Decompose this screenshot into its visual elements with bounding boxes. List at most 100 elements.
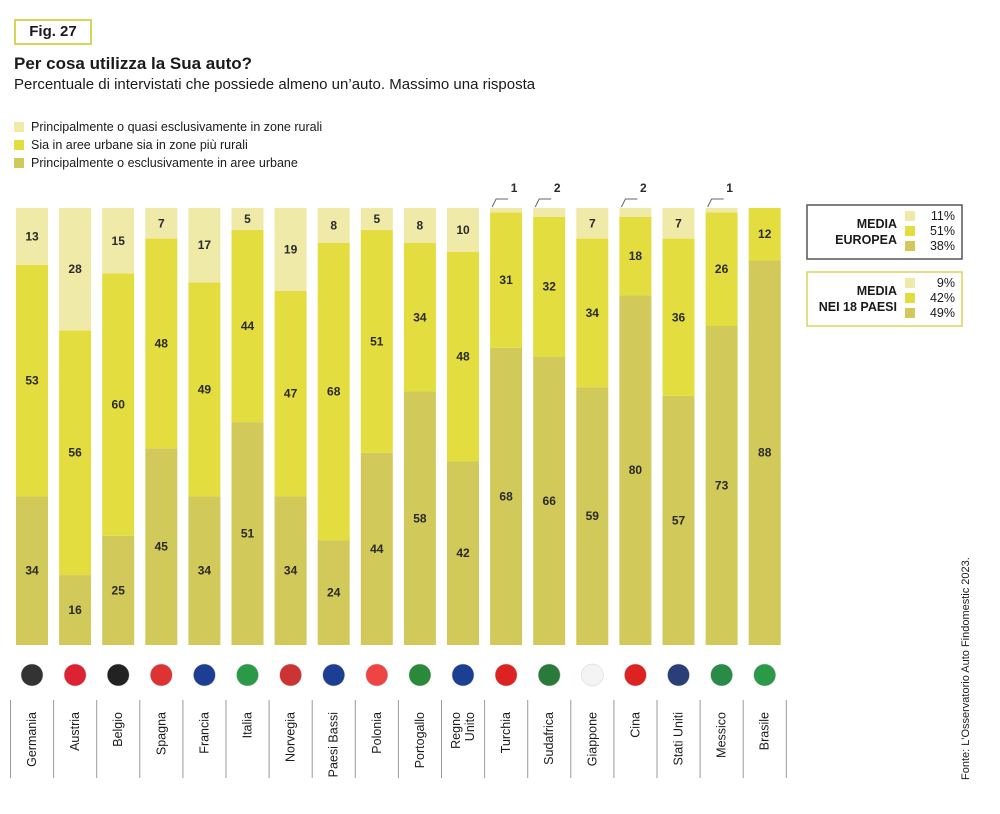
average-swatch-mixed (905, 226, 915, 236)
average-value-mixed: 51% (930, 224, 955, 238)
chart-title: Per cosa utilizza la Sua auto? (14, 54, 253, 73)
data-label-mixed: 53 (25, 374, 39, 388)
bar-rural (403, 208, 436, 243)
data-label-urban: 51 (241, 527, 255, 541)
data-label-urban: 59 (586, 509, 600, 523)
data-label-rural: 8 (417, 218, 424, 232)
data-label-urban: 34 (25, 564, 39, 578)
legend-swatch-rural (14, 122, 24, 132)
callout-line (707, 198, 724, 208)
flag-germany-icon (20, 663, 44, 687)
bar-rural (317, 208, 350, 243)
category-label: Norvegia (284, 712, 298, 762)
data-label-rural: 7 (589, 216, 596, 230)
flag-mexico-icon (710, 663, 733, 687)
bar-urban (102, 535, 135, 645)
flag-poland-icon (365, 663, 389, 687)
bar-urban (145, 448, 178, 645)
bar-mixed (447, 251, 479, 462)
data-label-urban: 25 (112, 583, 126, 597)
data-label-urban: 88 (758, 446, 772, 460)
average-value-rural: 9% (937, 276, 955, 290)
data-label-urban: 66 (543, 494, 557, 508)
data-label-rural: 2 (640, 181, 647, 195)
flag-japan-icon (581, 663, 604, 687)
average-swatch-rural (905, 278, 915, 288)
bar-rural (533, 208, 566, 217)
bar-rural (145, 208, 178, 239)
data-label-rural: 19 (284, 243, 298, 257)
average-value-urban: 38% (930, 239, 955, 253)
flag-uk-icon (451, 663, 475, 687)
bar-urban (188, 496, 221, 645)
category-label: Messico (715, 712, 729, 758)
bar-rural (274, 208, 307, 292)
category-label: Cina (628, 712, 642, 738)
bar-urban (748, 260, 781, 645)
bar-mixed (274, 291, 307, 497)
flag-usa-icon (667, 663, 690, 687)
data-label-rural: 17 (198, 238, 212, 252)
bar-mixed (231, 229, 264, 423)
callout-line (491, 198, 509, 208)
data-label-urban: 68 (499, 489, 513, 503)
bar-urban (360, 452, 393, 645)
data-label-urban: 34 (284, 564, 298, 578)
average-label: NEI 18 PAESI (819, 300, 897, 314)
data-label-rural: 5 (373, 212, 380, 226)
average-swatch-rural (905, 211, 915, 221)
data-label-mixed: 60 (112, 398, 126, 412)
bar-urban (317, 540, 350, 645)
bar-mixed (16, 264, 48, 497)
bar-mixed (59, 330, 92, 576)
category-label: Italia (241, 712, 255, 738)
data-label-urban: 45 (155, 540, 169, 554)
category-label: Austria (68, 712, 82, 751)
flag-turkey-icon (494, 663, 518, 687)
bar-rural (102, 208, 135, 274)
flag-china-icon (624, 663, 647, 687)
data-label-urban: 73 (715, 478, 729, 492)
legend-label-urban: Principalmente o esclusivamente in aree … (31, 156, 298, 170)
data-label-urban: 24 (327, 586, 341, 600)
data-label-urban: 44 (370, 542, 384, 556)
flag-netherlands-icon (322, 663, 345, 687)
category-label: Brasile (758, 712, 772, 750)
data-label-mixed: 56 (68, 446, 82, 460)
bar-rural (705, 208, 738, 213)
category-label: Regno (449, 712, 463, 749)
average-value-urban: 49% (930, 306, 955, 320)
bar-rural (490, 208, 523, 213)
data-label-mixed: 26 (715, 262, 729, 276)
average-label: EUROPEA (835, 233, 897, 247)
data-label-rural: 7 (675, 216, 682, 230)
average-box (806, 271, 963, 327)
bar-urban (576, 387, 609, 645)
data-label-rural: 7 (158, 216, 165, 230)
average-swatch-urban (905, 308, 915, 318)
data-label-mixed: 36 (672, 310, 686, 324)
data-label-mixed: 49 (198, 382, 212, 396)
data-label-urban: 16 (68, 603, 82, 617)
legend: Principalmente o quasi esclusivamente in… (14, 118, 322, 172)
flag-south-africa-icon (537, 663, 561, 687)
category-label: Belgio (111, 712, 125, 747)
data-label-rural: 13 (25, 229, 39, 243)
bar-rural (59, 208, 92, 331)
bar-urban (274, 496, 307, 645)
category-label: Polonia (370, 712, 384, 754)
flag-austria-icon (63, 663, 87, 687)
bar-urban (59, 575, 92, 645)
data-label-mixed: 47 (284, 387, 298, 401)
bar-mixed (403, 242, 436, 392)
average-value-rural: 11% (931, 209, 955, 223)
average-swatch-urban (905, 241, 915, 251)
bar-rural (16, 208, 48, 265)
callout-line (534, 198, 552, 208)
data-label-mixed: 34 (413, 310, 427, 324)
bar-mixed (619, 216, 652, 296)
bar-rural (188, 208, 221, 283)
category-label: Germania (25, 712, 39, 767)
legend-item-mixed: Sia in aree urbane sia in zone più rural… (14, 136, 322, 154)
